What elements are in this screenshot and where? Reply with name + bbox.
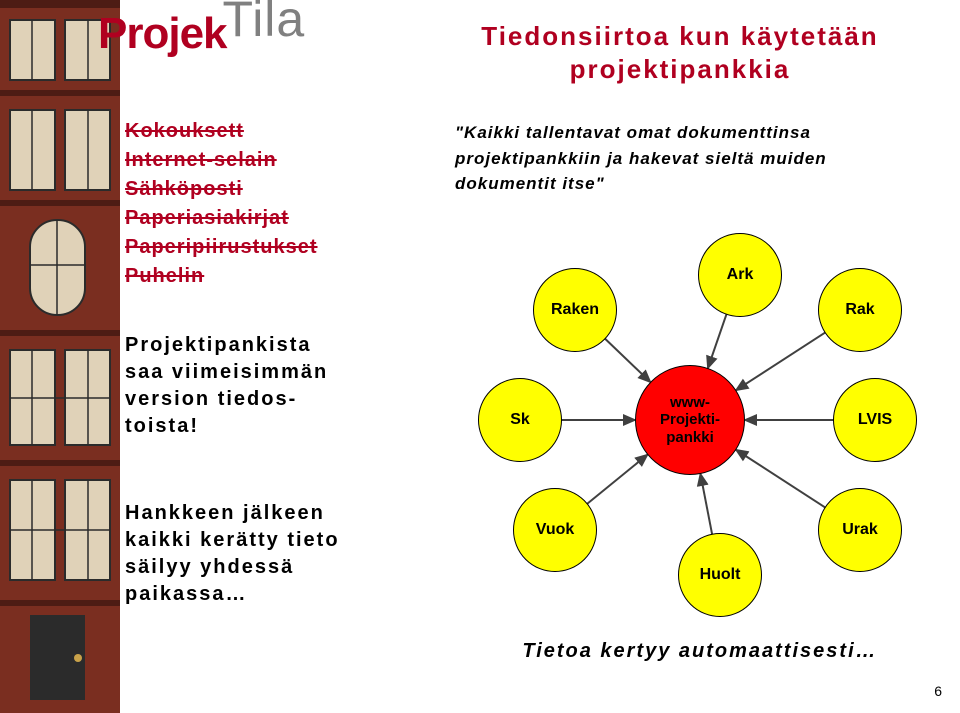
right-column: "Kaikki tallentavat omat dokumenttinsa p… bbox=[455, 120, 955, 197]
edge-rak bbox=[736, 333, 825, 390]
footer-text: Tietoa kertyy automaattisesti… bbox=[522, 640, 877, 662]
quote-l3: dokumentit itse" bbox=[455, 171, 955, 197]
edge-raken bbox=[605, 339, 650, 382]
block2-l3: version tiedos- bbox=[125, 386, 450, 413]
channel-3: Paperiasiakirjat bbox=[125, 207, 450, 230]
edge-ark bbox=[708, 315, 726, 368]
footer-note: Tietoa kertyy automaattisesti… bbox=[455, 640, 945, 663]
edge-vuok bbox=[588, 455, 648, 504]
title-line1: Tiedonsiirtoa kun käytetään bbox=[420, 20, 940, 53]
bank-benefit-block: Projektipankista saa viimeisimmän versio… bbox=[125, 332, 450, 440]
logo-part1: Projek bbox=[98, 9, 227, 58]
node-rak: Rak bbox=[818, 268, 902, 352]
slide: ProjekTila Tiedonsiirtoa kun käytetään p… bbox=[0, 0, 960, 713]
brand-logo: ProjekTila bbox=[98, 2, 309, 60]
left-photo-strip bbox=[0, 0, 120, 713]
edge-urak bbox=[736, 450, 825, 507]
left-column: Kokouksett Internet-selain Sähköposti Paper… bbox=[125, 120, 450, 608]
logo-part2: Tila bbox=[223, 0, 306, 47]
slide-title: Tiedonsiirtoa kun käytetään projektipank… bbox=[420, 20, 940, 85]
node-vuok: Vuok bbox=[513, 488, 597, 572]
strip-svg bbox=[0, 0, 120, 713]
quote-l1: "Kaikki tallentavat omat dokumenttinsa bbox=[455, 120, 955, 146]
channel-0: Kokouksett bbox=[125, 120, 450, 143]
node-center: www-Projekti-pankki bbox=[635, 365, 745, 475]
quote-l2: projektipankkiin ja hakevat sieltä muide… bbox=[455, 146, 955, 172]
block3-l3: säilyy yhdessä bbox=[125, 554, 450, 581]
block2-l1: Projektipankista bbox=[125, 332, 450, 359]
page-number: 6 bbox=[934, 683, 942, 699]
channel-1: Internet-selain bbox=[125, 149, 450, 172]
block3-l1: Hankkeen jälkeen bbox=[125, 500, 450, 527]
channel-4: Paperipiirustukset bbox=[125, 236, 450, 259]
block2-l4: toista! bbox=[125, 413, 450, 440]
channel-list: Kokouksett Internet-selain Sähköposti Paper… bbox=[125, 120, 450, 288]
quote-block: "Kaikki tallentavat omat dokumenttinsa p… bbox=[455, 120, 955, 197]
edge-huolt bbox=[700, 474, 712, 534]
node-lvis: LVIS bbox=[833, 378, 917, 462]
node-ark: Ark bbox=[698, 233, 782, 317]
node-huolt: Huolt bbox=[678, 533, 762, 617]
network-diagram: Ark Rak LVIS Urak Huolt Vuok Sk Rakenwww-Projek… bbox=[440, 220, 940, 650]
block2-l2: saa viimeisimmän bbox=[125, 359, 450, 386]
node-sk: Sk bbox=[478, 378, 562, 462]
node-urak: Urak bbox=[818, 488, 902, 572]
after-project-block: Hankkeen jälkeen kaikki kerätty tieto sä… bbox=[125, 500, 450, 608]
title-line2: projektipankkia bbox=[420, 53, 940, 86]
channel-5: Puhelin bbox=[125, 265, 450, 288]
node-raken: Raken bbox=[533, 268, 617, 352]
block3-l4: paikassa… bbox=[125, 581, 450, 608]
block3-l2: kaikki kerätty tieto bbox=[125, 527, 450, 554]
channel-2: Sähköposti bbox=[125, 178, 450, 201]
